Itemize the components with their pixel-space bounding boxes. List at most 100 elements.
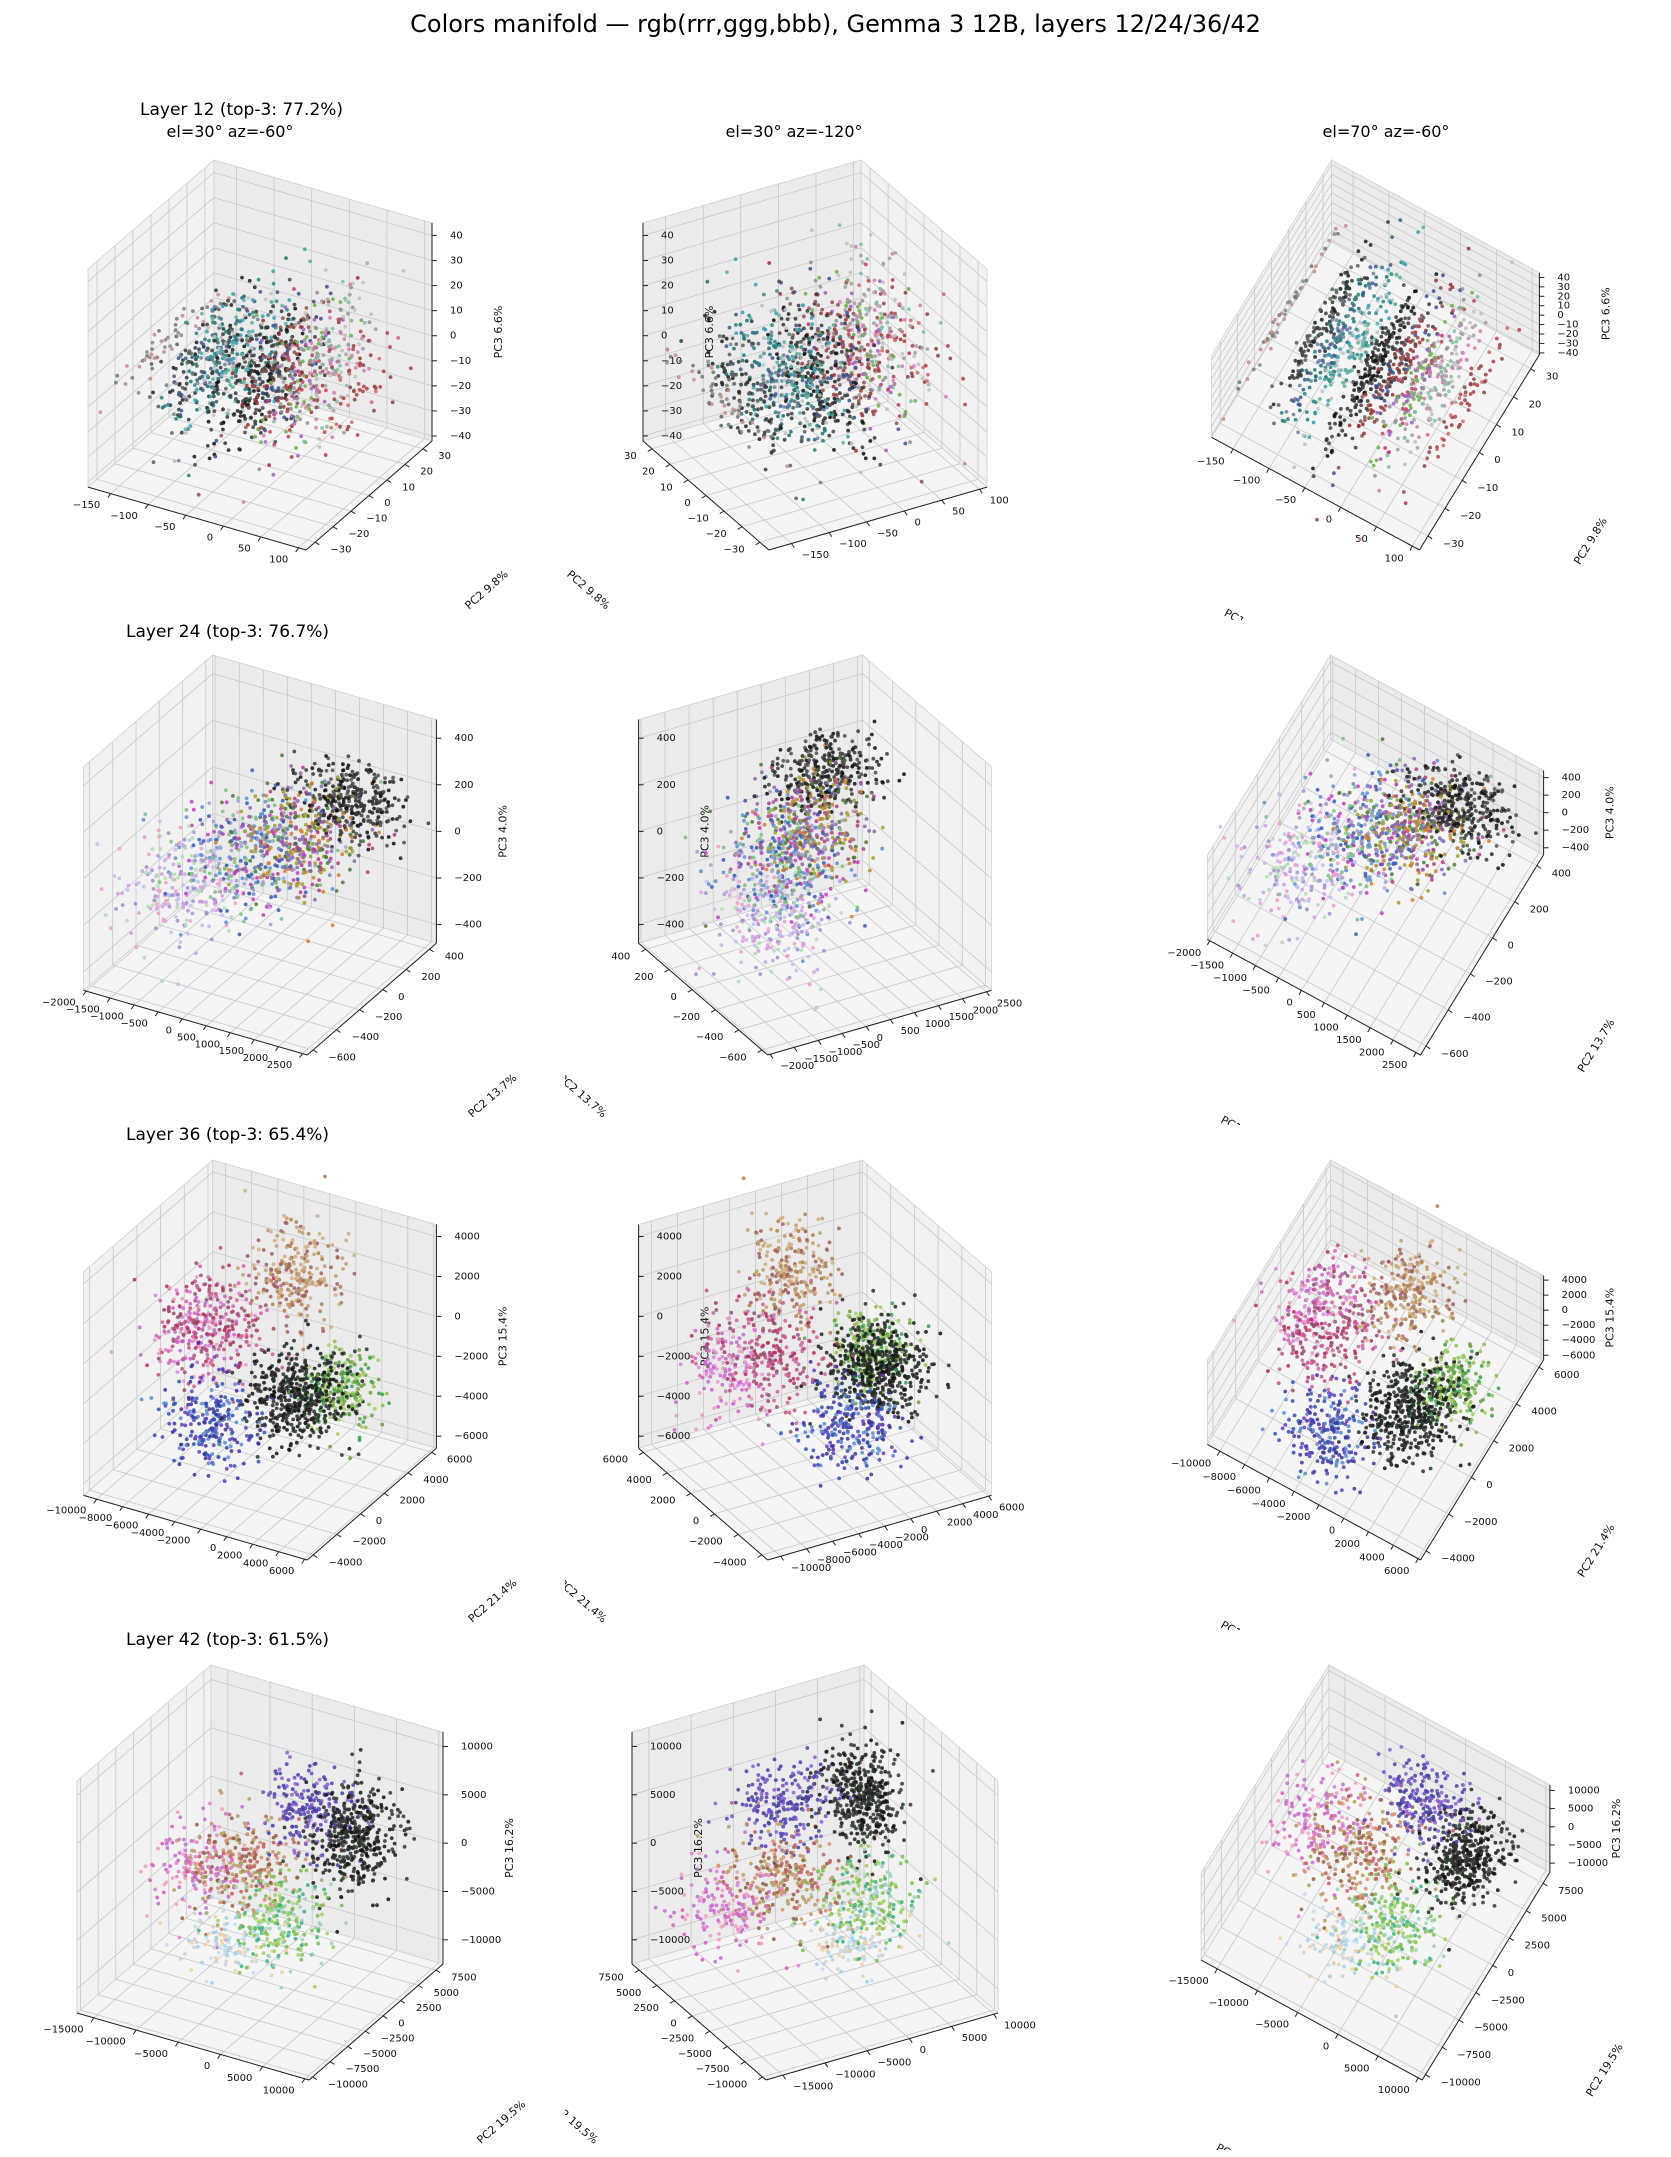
- view-title-3: el=70° az=-60°: [1322, 122, 1450, 141]
- point: [1429, 361, 1434, 366]
- grid-line: [213, 372, 433, 437]
- y-axis-label: PC2 9.8%: [565, 568, 613, 612]
- point: [294, 861, 299, 866]
- point: [756, 341, 761, 346]
- point: [358, 329, 363, 334]
- point: [1357, 399, 1362, 404]
- point: [854, 377, 859, 382]
- z-tick-label: 30: [661, 256, 674, 267]
- point: [228, 383, 233, 387]
- point: [1491, 359, 1496, 364]
- point: [386, 800, 390, 805]
- point: [1293, 417, 1298, 422]
- point: [272, 823, 277, 828]
- point: [362, 368, 366, 373]
- point: [897, 302, 902, 306]
- point: [765, 379, 770, 384]
- point: [381, 789, 386, 794]
- point: [268, 410, 273, 415]
- point: [309, 834, 314, 839]
- point: [173, 915, 178, 919]
- point: [782, 405, 787, 409]
- point: [347, 794, 352, 799]
- point: [286, 355, 291, 360]
- point: [357, 296, 362, 301]
- point: [196, 492, 201, 497]
- point: [885, 314, 890, 319]
- point: [1401, 261, 1406, 266]
- point: [163, 345, 167, 349]
- point: [342, 824, 347, 828]
- point: [1436, 392, 1441, 397]
- point: [289, 406, 293, 411]
- z-tick-label: −20: [1557, 329, 1578, 340]
- point: [1479, 311, 1484, 316]
- point: [1438, 286, 1443, 290]
- point: [253, 411, 258, 416]
- point: [295, 343, 299, 348]
- point: [1301, 279, 1305, 284]
- point: [912, 364, 916, 368]
- point: [310, 781, 314, 786]
- point: [898, 327, 902, 332]
- point: [1411, 305, 1415, 310]
- point: [722, 403, 727, 408]
- point: [290, 855, 295, 860]
- point: [228, 394, 233, 398]
- point: [784, 366, 789, 370]
- point: [896, 427, 901, 432]
- point: [184, 398, 189, 402]
- point: [309, 386, 314, 391]
- point: [235, 889, 240, 894]
- point: [923, 363, 928, 368]
- point: [314, 393, 319, 398]
- point: [832, 415, 837, 420]
- point: [254, 309, 259, 314]
- point: [1372, 294, 1376, 298]
- point: [1410, 378, 1415, 382]
- tick-mark: [332, 526, 338, 530]
- z-tick-label: 30: [450, 256, 463, 267]
- y-tick-label: 200: [421, 972, 440, 983]
- point: [241, 891, 246, 896]
- point: [341, 800, 346, 805]
- point: [174, 843, 179, 847]
- point: [234, 878, 239, 883]
- point: [301, 786, 306, 791]
- point: [241, 304, 245, 309]
- point: [1342, 384, 1347, 388]
- point: [302, 859, 306, 864]
- point: [1356, 338, 1360, 342]
- x-tick-label: 1000: [195, 1039, 220, 1050]
- point: [836, 342, 841, 347]
- point: [205, 329, 209, 334]
- point: [298, 771, 303, 776]
- point: [1412, 311, 1417, 316]
- point: [240, 327, 244, 332]
- point: [1275, 330, 1279, 335]
- point: [1372, 373, 1376, 378]
- point: [310, 766, 315, 771]
- point: [231, 385, 235, 389]
- point: [248, 370, 253, 375]
- point: [1463, 393, 1467, 398]
- point: [394, 828, 399, 833]
- point: [763, 467, 768, 472]
- point: [235, 409, 240, 413]
- point: [1339, 298, 1344, 303]
- point: [1424, 357, 1429, 362]
- point: [226, 882, 231, 887]
- point: [809, 326, 814, 331]
- scatter-points: [95, 749, 431, 987]
- point: [349, 285, 354, 290]
- point: [215, 882, 220, 886]
- point: [1323, 447, 1328, 452]
- point: [336, 320, 341, 325]
- point: [219, 421, 224, 426]
- point: [263, 297, 268, 302]
- point: [233, 841, 238, 846]
- point: [815, 328, 820, 333]
- point: [357, 799, 361, 804]
- point: [897, 414, 902, 418]
- point: [229, 848, 234, 853]
